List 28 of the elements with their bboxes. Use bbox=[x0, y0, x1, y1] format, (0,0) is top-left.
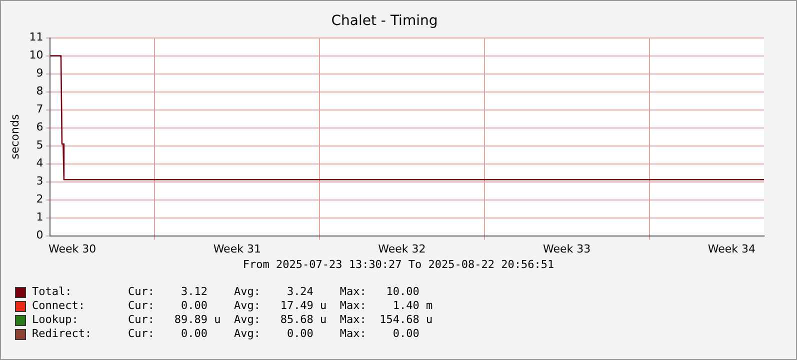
legend-label: Redirect: bbox=[32, 327, 93, 341]
y-tick-label: 9 bbox=[36, 66, 44, 80]
x-tick-label: Week 30 bbox=[48, 242, 96, 256]
y-tick-label: 5 bbox=[36, 138, 44, 152]
y-tick-label: 0 bbox=[36, 228, 44, 242]
y-tick-label: 2 bbox=[36, 192, 44, 206]
y-tick-label: 3 bbox=[36, 174, 44, 188]
y-tick-label: 11 bbox=[29, 30, 44, 44]
text: From 2025-07-23 13:30:27 To 2025-08-22 20:56:51 bbox=[242, 258, 556, 271]
y-tick-label: 8 bbox=[36, 84, 44, 98]
x-tick-label: Week 34 bbox=[708, 242, 756, 256]
y-axis-title: seconds bbox=[8, 114, 22, 160]
legend-label: Lookup: bbox=[32, 313, 80, 327]
legend-label: Total: bbox=[32, 285, 73, 299]
legend-label: Connect: bbox=[32, 299, 86, 313]
y-tick-label: 4 bbox=[36, 156, 44, 170]
y-tick-label: 1 bbox=[36, 210, 44, 224]
x-tick-label: Week 31 bbox=[213, 242, 261, 256]
y-tick-label: 6 bbox=[36, 120, 44, 134]
text: Cur: 89.89 u Avg: 85.68 u Max: 154.68 u bbox=[128, 313, 433, 327]
x-tick-label: Week 33 bbox=[543, 242, 591, 256]
x-tick-label: Week 32 bbox=[378, 242, 426, 256]
chart-title: Chalet - Timing bbox=[331, 13, 438, 30]
text: Cur: 0.00 Avg: 0.00 Max: 0.00 bbox=[128, 327, 420, 341]
y-tick-label: 10 bbox=[29, 48, 44, 62]
text: Cur: 3.12 Avg: 3.24 Max: 10.00 bbox=[128, 285, 420, 299]
y-tick-label: 7 bbox=[36, 102, 44, 116]
text: Cur: 0.00 Avg: 17.49 u Max: 1.40 m bbox=[128, 299, 433, 313]
